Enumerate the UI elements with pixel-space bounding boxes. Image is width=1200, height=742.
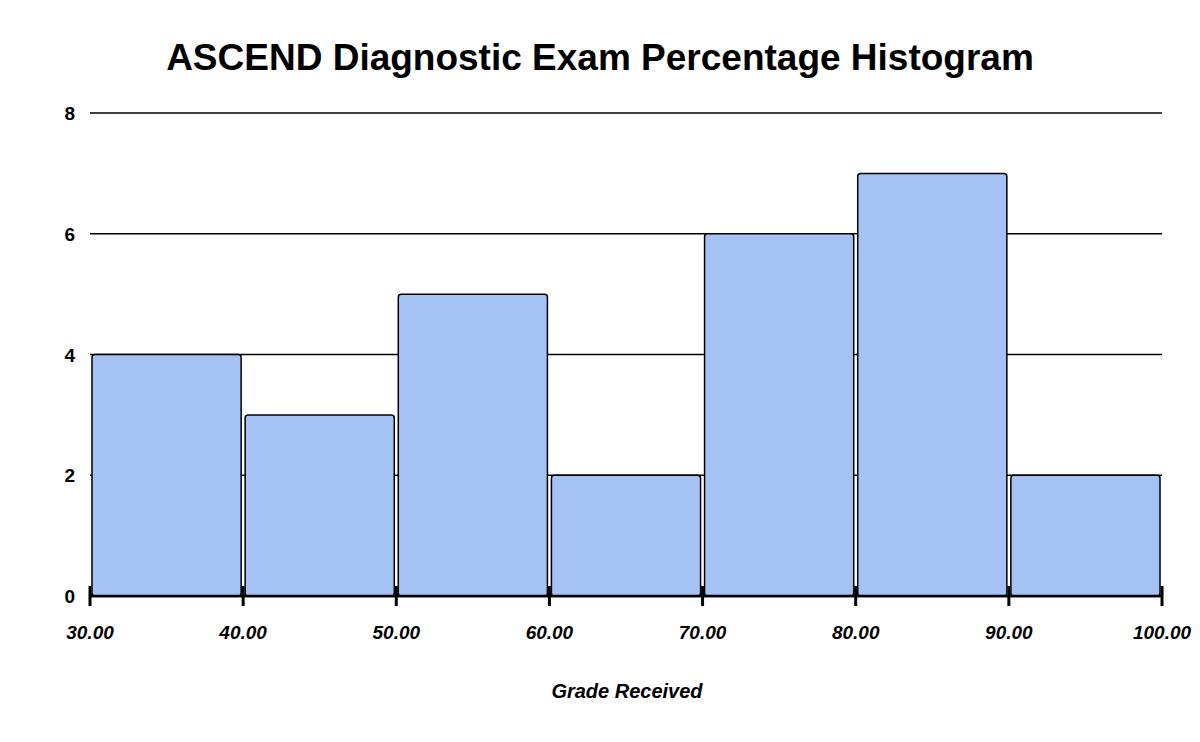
x-tick-label: 30.00: [66, 622, 114, 643]
histogram-bar: [858, 173, 1007, 596]
histogram-bar: [398, 294, 547, 596]
histogram-bar: [1011, 475, 1160, 596]
x-tick-label: 80.00: [832, 622, 880, 643]
x-tick: [242, 586, 245, 606]
x-tick-label: 100.00: [1133, 622, 1192, 643]
x-tick: [854, 586, 857, 606]
x-tick-label: 90.00: [985, 622, 1033, 643]
grid-line: [90, 595, 1162, 598]
x-tick: [548, 586, 551, 606]
x-tick: [701, 586, 704, 606]
y-tick-label: 4: [64, 345, 75, 366]
histogram-bar: [551, 475, 700, 596]
x-tick-label: 50.00: [373, 622, 421, 643]
y-tick-label: 6: [64, 224, 75, 245]
bars: [92, 173, 1160, 596]
x-tick: [1161, 586, 1164, 606]
y-tick-label: 2: [64, 465, 75, 486]
histogram-bar: [245, 415, 394, 596]
x-tick-label: 40.00: [218, 622, 267, 643]
x-tick: [395, 586, 398, 606]
y-tick-label: 0: [64, 586, 75, 607]
x-tick-label: 60.00: [526, 622, 574, 643]
x-tick: [1007, 586, 1010, 606]
histogram-bar: [705, 234, 854, 596]
x-tick-label: 70.00: [679, 622, 727, 643]
chart-svg: ASCEND Diagnostic Exam Percentage Histog…: [0, 0, 1200, 742]
chart-container: ASCEND Diagnostic Exam Percentage Histog…: [0, 0, 1200, 742]
grid-line: [90, 112, 1162, 114]
x-tick: [89, 586, 92, 606]
histogram-bar: [92, 355, 241, 597]
y-tick-label: 8: [64, 103, 75, 124]
x-axis-line: [90, 595, 1162, 598]
title: ASCEND Diagnostic Exam Percentage Histog…: [166, 37, 1034, 78]
x-axis-label: Grade Received: [551, 680, 703, 702]
